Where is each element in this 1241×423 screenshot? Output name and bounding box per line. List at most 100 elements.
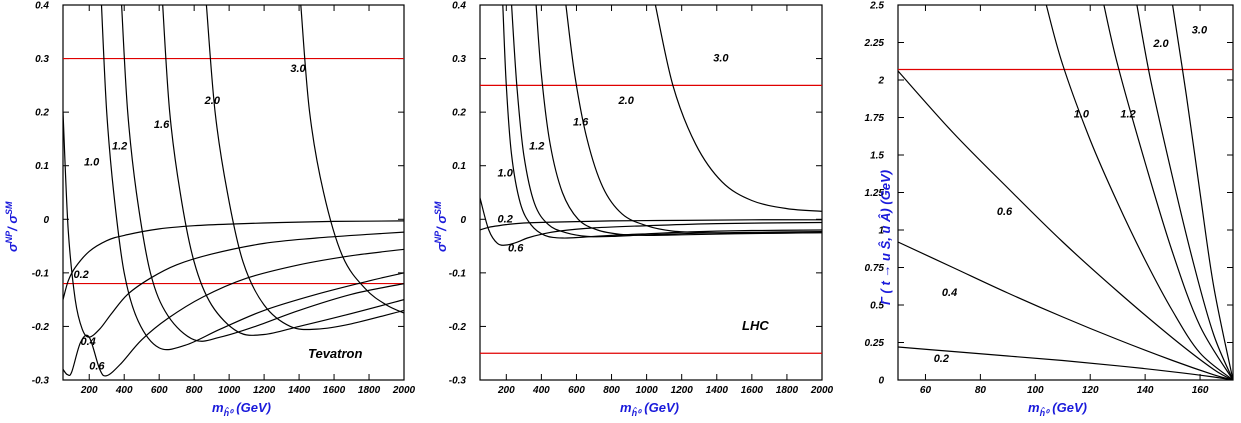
series-line-0.2: [898, 346, 1233, 380]
series-label-2.0: 2.0: [1152, 38, 1169, 50]
y-tick-label: 1.75: [865, 113, 885, 124]
x-tick-label: 100: [1027, 385, 1044, 396]
x-tick-label: 60: [920, 385, 932, 396]
x-tick-label: 1600: [323, 385, 346, 396]
y-tick-label: 2.25: [864, 38, 885, 49]
y-tick-label: 0.2: [452, 108, 466, 119]
series-label-1.0: 1.0: [498, 167, 514, 179]
x-tick-label: 200: [497, 385, 515, 396]
series-label-0.6: 0.6: [997, 206, 1013, 218]
width-panel: 60 80 100 120 140 160 0 0.25 0.5 0.75 1 1.25 1.5 1.75…: [864, 1, 1234, 396]
y-tick-label: 1.5: [870, 151, 884, 162]
tevatron-panel: 200 400 600 800 1000 1200 1400 1600 1800 2000 -0.3…: [32, 1, 416, 397]
series-line-1.0: [1045, 5, 1233, 380]
series-label-1.2: 1.2: [112, 141, 127, 153]
x-tick-label: 1200: [671, 385, 694, 396]
series-label-2.0: 2.0: [204, 95, 221, 107]
series-line-0.6: [480, 197, 822, 246]
series-line-3.0: [300, 5, 404, 314]
series-line-1.0: [100, 5, 404, 351]
series-label-3.0: 3.0: [1192, 25, 1208, 37]
x-tick-label: 160: [1192, 385, 1209, 396]
series-label-1.2: 1.2: [1120, 109, 1135, 121]
annotation-lhc: LHC: [742, 318, 769, 333]
series-label-0.4: 0.4: [80, 336, 95, 348]
y-tick-label: 0.3: [35, 54, 49, 65]
series-line-1.2: [1103, 5, 1233, 380]
plot-frame: [897, 4, 1234, 381]
series-line-1.6: [535, 5, 822, 237]
x-tick-label: 600: [151, 385, 168, 396]
series-line-2.0: [205, 5, 404, 331]
lhc-panel: 200 400 600 800 1000 1200 1400 1600 1800 2000 -0.3…: [449, 1, 834, 397]
series-line-0.2: [63, 220, 404, 300]
y-tick-label: 1.25: [865, 188, 885, 199]
series-label-0.2: 0.2: [73, 269, 88, 281]
y-tick-label: -0.3: [449, 376, 467, 387]
x-tick-label: 600: [568, 385, 585, 396]
x-axis-label-lhc: mĥ⁰ (GeV): [620, 400, 679, 418]
x-tick-label: 1000: [218, 385, 241, 396]
y-tick-label: -0.1: [32, 268, 50, 279]
x-tick-label: 80: [975, 385, 987, 396]
series-label-3.0: 3.0: [290, 63, 306, 75]
y-tick-label: 0.75: [865, 263, 885, 274]
x-tick-label: 1000: [635, 385, 658, 396]
series-label-1.6: 1.6: [154, 119, 170, 131]
x-axis-label-width: mĥ⁰ (GeV): [1028, 400, 1087, 418]
plot-frame: [479, 4, 823, 381]
y-tick-label: 0.25: [865, 338, 885, 349]
y-tick-label: 0.4: [35, 1, 49, 12]
y-tick-label: 1: [878, 226, 884, 237]
y-tick-label: 0.4: [452, 1, 466, 12]
series-line-3.0: [1172, 5, 1233, 380]
series-line-0.6: [898, 70, 1233, 380]
y-tick-label: -0.3: [32, 376, 50, 387]
y-tick-label: 0.3: [452, 54, 466, 65]
series-line-1.0: [502, 5, 822, 239]
x-tick-label: 1800: [358, 385, 381, 396]
x-tick-label: 1200: [253, 385, 276, 396]
y-tick-label: 2.5: [869, 1, 884, 12]
y-tick-label: -0.1: [449, 268, 467, 279]
series-line-0.4: [898, 241, 1233, 380]
y-axis-label-lhc: σNP/ σSM: [433, 201, 449, 252]
y-tick-label: -0.2: [449, 322, 467, 333]
series-line-0.2: [480, 219, 822, 231]
series-line-2.0: [565, 5, 822, 234]
y-axis-label-width: Γ ( t → u Ŝ, u Â) (GeV): [878, 170, 893, 305]
series-label-3.0: 3.0: [713, 52, 729, 64]
series-label-1.2: 1.2: [529, 141, 544, 153]
x-tick-label: 400: [115, 385, 133, 396]
series-label-2.0: 2.0: [618, 95, 635, 107]
x-tick-label: 1400: [288, 385, 311, 396]
y-tick-label: 0.1: [35, 161, 49, 172]
y-tick-label: 0: [878, 376, 884, 387]
x-tick-label: 400: [532, 385, 550, 396]
x-axis-label-tevatron: mĥ⁰ (GeV): [212, 400, 271, 418]
x-tick-label: 1600: [741, 385, 764, 396]
series-line-0.6: [63, 248, 404, 377]
y-tick-label: 2: [877, 76, 884, 87]
x-tick-label: 800: [603, 385, 620, 396]
x-tick-label: 120: [1082, 385, 1099, 396]
x-tick-label: 2000: [392, 385, 416, 396]
series-label-0.4: 0.4: [942, 287, 957, 299]
y-tick-label: -0.2: [32, 322, 50, 333]
series-line-1.2: [511, 5, 822, 238]
series-label-0.6: 0.6: [508, 242, 524, 254]
y-tick-label: 0.1: [452, 161, 466, 172]
series-label-1.0: 1.0: [1074, 109, 1090, 121]
x-tick-label: 1400: [706, 385, 729, 396]
series-line-0.4: [63, 112, 404, 338]
y-tick-label: 0.2: [35, 108, 49, 119]
series-line-1.6: [162, 5, 404, 336]
x-tick-label: 2000: [810, 385, 834, 396]
y-axis-label-tevatron: σNP/ σSM: [4, 201, 20, 252]
series-label-1.0: 1.0: [84, 157, 100, 169]
series-label-0.2: 0.2: [498, 214, 513, 226]
series-line-1.2: [121, 5, 404, 342]
series-label-0.2: 0.2: [934, 353, 949, 365]
y-tick-label: 0.5: [870, 301, 884, 312]
